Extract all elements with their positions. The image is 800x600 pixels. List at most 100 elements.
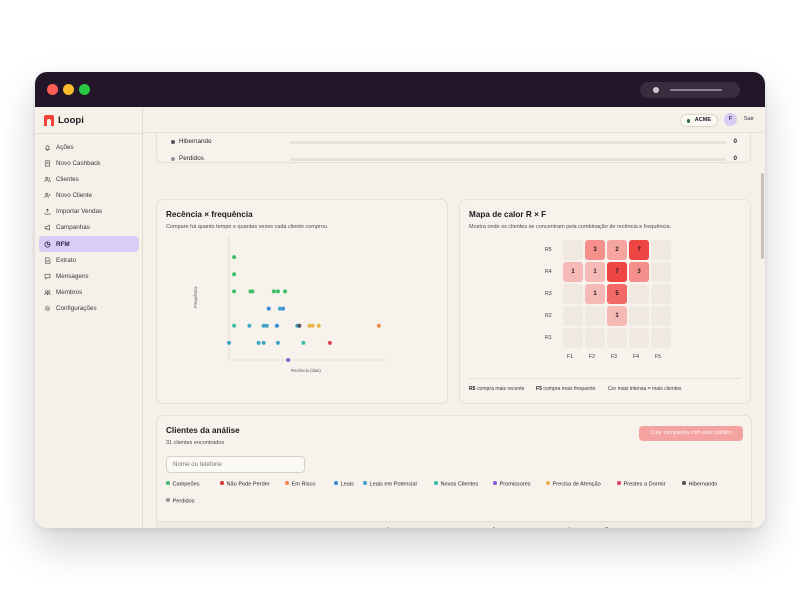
scatter-point[interactable]	[281, 306, 286, 311]
logout-link[interactable]: Sair	[743, 116, 754, 122]
sidebar-item-clientes[interactable]: Clientes	[39, 171, 139, 187]
sidebar-item-membros[interactable]: Membros	[39, 285, 139, 301]
segment-filter-chip[interactable]: Leais	[334, 481, 354, 488]
megaphone-icon	[44, 224, 51, 231]
search-input[interactable]	[166, 456, 305, 473]
scatter-point[interactable]	[275, 289, 280, 294]
sidebar-item-label: Campanhas	[56, 224, 90, 232]
heatmap-cell[interactable]	[607, 328, 627, 348]
scatter-point[interactable]	[327, 340, 332, 345]
sidebar-item-configuracoes[interactable]: Configurações	[39, 301, 139, 317]
heatmap-cell[interactable]	[629, 284, 649, 304]
segment-filter-label: Novos Clientes	[440, 481, 479, 488]
org-switcher[interactable]: ACME	[679, 114, 718, 127]
sidebar-item-mensagens[interactable]: Mensagens	[39, 269, 139, 285]
brand-name: Loopi	[58, 115, 84, 126]
heatmap-cell[interactable]: 7	[629, 240, 649, 260]
heatmap-cell[interactable]	[585, 328, 605, 348]
heatmap-title: Mapa de calor R × F	[469, 210, 547, 219]
sidebar-item-extrato[interactable]: Extrato	[39, 252, 139, 268]
segment-filter-chip[interactable]: Em Risco	[285, 481, 315, 488]
segment-filter-chip[interactable]: Leais em Potencial	[363, 481, 417, 488]
sidebar-item-acoes[interactable]: Ações	[39, 139, 139, 155]
heatmap-cell[interactable]: 7	[607, 262, 627, 282]
heatmap-cell[interactable]: 3	[585, 240, 605, 260]
close-window-button[interactable]	[47, 84, 58, 95]
heatmap-cell[interactable]	[563, 240, 583, 260]
maximize-window-button[interactable]	[79, 84, 90, 95]
heatmap-cell[interactable]	[651, 240, 671, 260]
heatmap-cell[interactable]	[563, 328, 583, 348]
segment-filter-chip[interactable]: Hibernando	[682, 481, 717, 488]
sidebar: Loopi Ações Novo Cashback Clientes Novo Cli…	[35, 107, 143, 528]
brand-logo[interactable]: Loopi	[44, 115, 84, 126]
heatmap-cell[interactable]	[651, 306, 671, 326]
scatter-point[interactable]	[261, 323, 266, 328]
heatmap-cell[interactable]: 1	[607, 306, 627, 326]
heatmap-cell[interactable]: 2	[607, 240, 627, 260]
segment-filter-chip[interactable]: Não Pode Perder	[220, 481, 270, 488]
heatmap-cell[interactable]	[563, 306, 583, 326]
sidebar-item-rfm[interactable]: RFM	[39, 236, 139, 253]
address-bar[interactable]	[640, 82, 740, 98]
heatmap-cell[interactable]: 1	[585, 284, 605, 304]
scatter-point[interactable]	[274, 323, 279, 328]
heatmap-cell[interactable]	[585, 306, 605, 326]
segment-color-dot	[546, 481, 550, 485]
scatter-point[interactable]	[271, 289, 276, 294]
heatmap-cell[interactable]	[651, 328, 671, 348]
scatter-point[interactable]	[307, 323, 312, 328]
sidebar-item-novo-cashback[interactable]: Novo Cashback	[39, 155, 139, 171]
scatter-point[interactable]	[310, 323, 315, 328]
scatter-point[interactable]	[301, 340, 306, 345]
segment-filter-label: Hibernando	[688, 481, 718, 488]
segment-filter-chip[interactable]: Prestes a Dormir	[617, 481, 665, 488]
scatter-point[interactable]	[232, 289, 237, 294]
heatmap-cell[interactable]	[629, 306, 649, 326]
segment-filter-chip[interactable]: Novos Clientes	[434, 481, 478, 488]
heatmap-cell[interactable]	[651, 262, 671, 282]
scatter-point[interactable]	[232, 255, 237, 260]
heatmap-cell[interactable]	[563, 284, 583, 304]
avatar[interactable]: F	[724, 113, 737, 126]
segment-filter-chip[interactable]: Precisa de Atenção	[546, 481, 601, 488]
heatmap-cell[interactable]: 5	[607, 284, 627, 304]
heatmap-cell[interactable]	[629, 328, 649, 348]
address-bar-dot-icon	[653, 87, 659, 93]
segment-filter-chip[interactable]: Campeões	[166, 481, 200, 488]
scatter-point[interactable]	[283, 289, 288, 294]
sidebar-item-novo-cliente[interactable]: Novo Cliente	[39, 188, 139, 204]
segment-filter-chip[interactable]: Perdidos	[166, 498, 195, 505]
heatmap-cell[interactable]: 1	[585, 262, 605, 282]
scatter-point[interactable]	[297, 323, 302, 328]
team-icon	[44, 289, 51, 296]
scatter-point[interactable]	[247, 323, 252, 328]
sidebar-item-campanhas[interactable]: Campanhas	[39, 220, 139, 236]
scatter-point[interactable]	[316, 323, 321, 328]
scatter-y-label: Frequência	[193, 286, 198, 309]
scatter-point[interactable]	[286, 358, 291, 362]
scatter-point[interactable]	[275, 340, 280, 345]
segment-name: Hibernando	[179, 138, 212, 145]
scatter-point[interactable]	[277, 306, 282, 311]
sidebar-item-importar-vendas[interactable]: Importar Vendas	[39, 204, 139, 220]
scatter-point[interactable]	[376, 323, 381, 328]
heatmap-cell[interactable]: 3	[629, 262, 649, 282]
scatter-point[interactable]	[232, 272, 237, 277]
heatmap-cell[interactable]: 1	[563, 262, 583, 282]
scatter-point[interactable]	[250, 289, 255, 294]
scatter-point[interactable]	[256, 340, 261, 345]
create-campaign-button[interactable]: Criar campanha com este público	[639, 426, 743, 441]
scatter-point[interactable]	[266, 306, 271, 311]
heatmap-row-label: R1	[545, 335, 552, 341]
scatter-point[interactable]	[227, 340, 231, 345]
heatmap-col-label: F4	[633, 354, 640, 360]
scatter-point[interactable]	[264, 323, 269, 328]
scatter-point[interactable]	[232, 323, 237, 328]
segment-color-dot	[166, 498, 170, 502]
minimize-window-button[interactable]	[63, 84, 74, 95]
segment-filter-chip[interactable]: Promissores	[493, 481, 531, 488]
heatmap-cell[interactable]	[651, 284, 671, 304]
scatter-point[interactable]	[261, 340, 266, 345]
scrollbar[interactable]	[761, 173, 764, 259]
